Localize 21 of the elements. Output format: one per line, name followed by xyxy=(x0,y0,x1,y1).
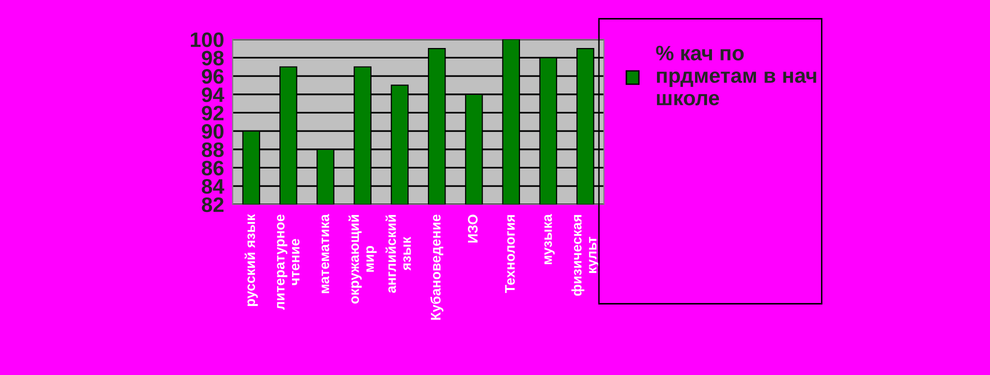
y-tick-label: 92 xyxy=(202,106,224,120)
x-tick-label: музыка xyxy=(544,214,555,264)
y-tick-label: 94 xyxy=(202,87,224,102)
legend-label: % кач по прдметам в нач школе xyxy=(656,46,816,106)
x-tick-label: физическая культ xyxy=(571,215,600,296)
y-tick-label: 88 xyxy=(202,142,224,158)
x-tick-label: окружающий мир xyxy=(348,215,377,304)
y-tick-label: 98 xyxy=(202,50,224,66)
y-tick-label: 82 xyxy=(202,197,224,212)
x-tick-label: ИЗО xyxy=(468,214,478,242)
x-tick-label: английский язык xyxy=(385,215,411,293)
y-tick-label: 84 xyxy=(202,179,224,194)
x-tick-label: математика xyxy=(322,214,330,294)
x-tick-label: Кубановедение xyxy=(430,214,444,320)
x-tick-label: русский язык xyxy=(244,214,258,306)
x-tick-label: литературное чтение xyxy=(276,214,300,310)
y-tick-label: 100 xyxy=(190,32,224,48)
y-tick-label: 86 xyxy=(202,160,224,176)
y-tick-label: 96 xyxy=(202,69,224,84)
y-tick-label: 90 xyxy=(202,124,224,139)
x-tick-label: Технология xyxy=(505,215,515,294)
